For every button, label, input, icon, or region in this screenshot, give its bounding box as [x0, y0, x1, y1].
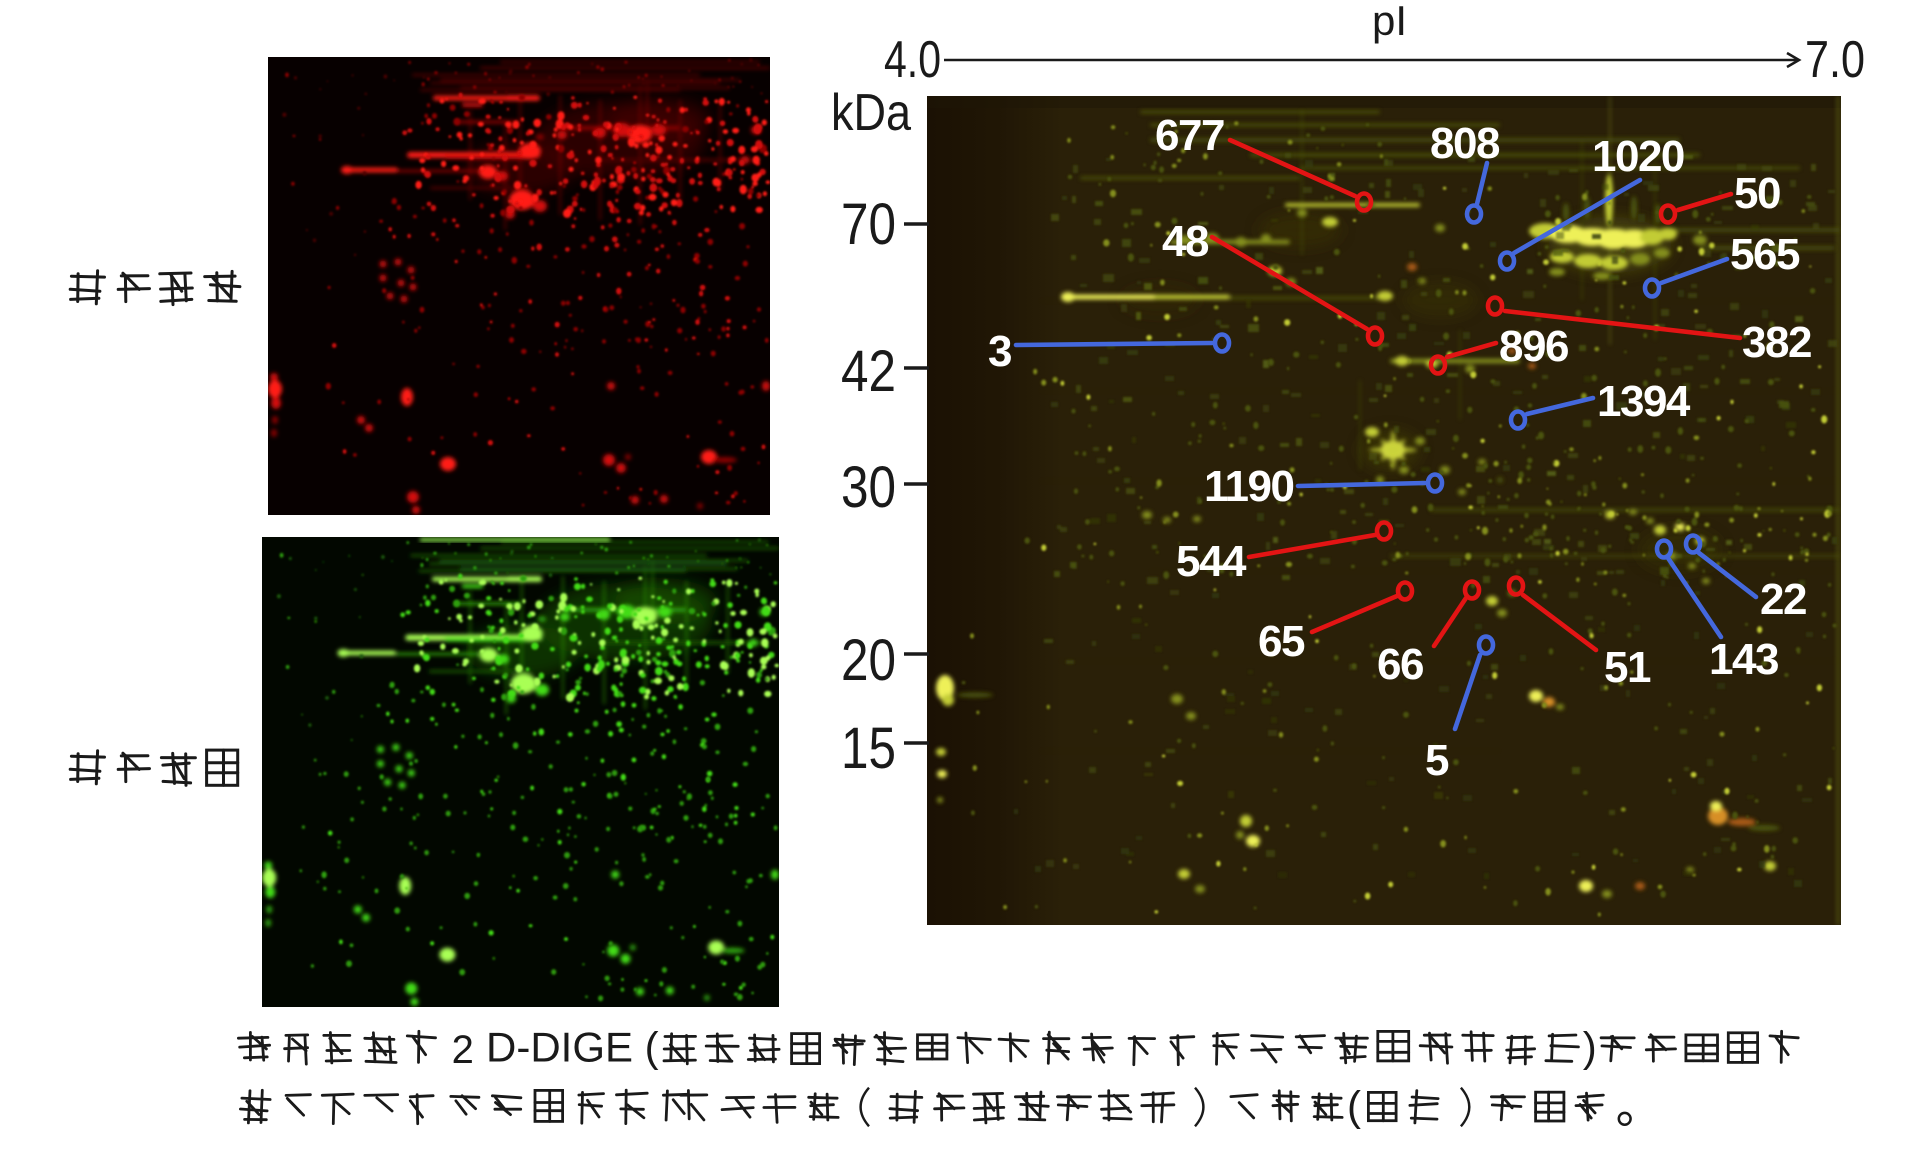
svg-text:544: 544: [1176, 537, 1247, 586]
svg-text:4.0: 4.0: [884, 31, 941, 89]
svg-text:1020: 1020: [1592, 132, 1684, 181]
svg-text:7.0: 7.0: [1805, 31, 1865, 89]
svg-text:48: 48: [1162, 217, 1209, 266]
svg-text:1190: 1190: [1204, 462, 1293, 511]
svg-text:51: 51: [1604, 643, 1651, 692]
svg-text:143: 143: [1709, 635, 1778, 684]
svg-text:70: 70: [841, 192, 896, 257]
svg-text:66: 66: [1377, 640, 1423, 689]
svg-text:5: 5: [1425, 736, 1449, 785]
svg-text:3: 3: [988, 327, 1011, 376]
svg-text:896: 896: [1499, 322, 1568, 371]
svg-text:565: 565: [1730, 230, 1800, 279]
svg-text:2: 2: [452, 1028, 474, 1072]
svg-text:382: 382: [1742, 318, 1811, 367]
svg-text:D-DIGE (: D-DIGE (: [486, 1023, 659, 1070]
svg-text:): ): [1583, 1023, 1597, 1070]
svg-text:(: (: [1347, 1082, 1361, 1129]
svg-text:15: 15: [841, 716, 896, 781]
svg-text:kDa: kDa: [831, 84, 911, 142]
svg-text:pI: pI: [1372, 0, 1407, 44]
svg-text:65: 65: [1258, 617, 1305, 666]
svg-text:30: 30: [841, 455, 896, 520]
svg-text:50: 50: [1734, 169, 1780, 218]
svg-text:677: 677: [1155, 111, 1224, 160]
svg-text:22: 22: [1760, 575, 1806, 624]
svg-text:20: 20: [841, 628, 896, 693]
svg-text:808: 808: [1430, 119, 1500, 168]
svg-text:1394: 1394: [1597, 377, 1691, 426]
svg-text:42: 42: [841, 339, 896, 404]
